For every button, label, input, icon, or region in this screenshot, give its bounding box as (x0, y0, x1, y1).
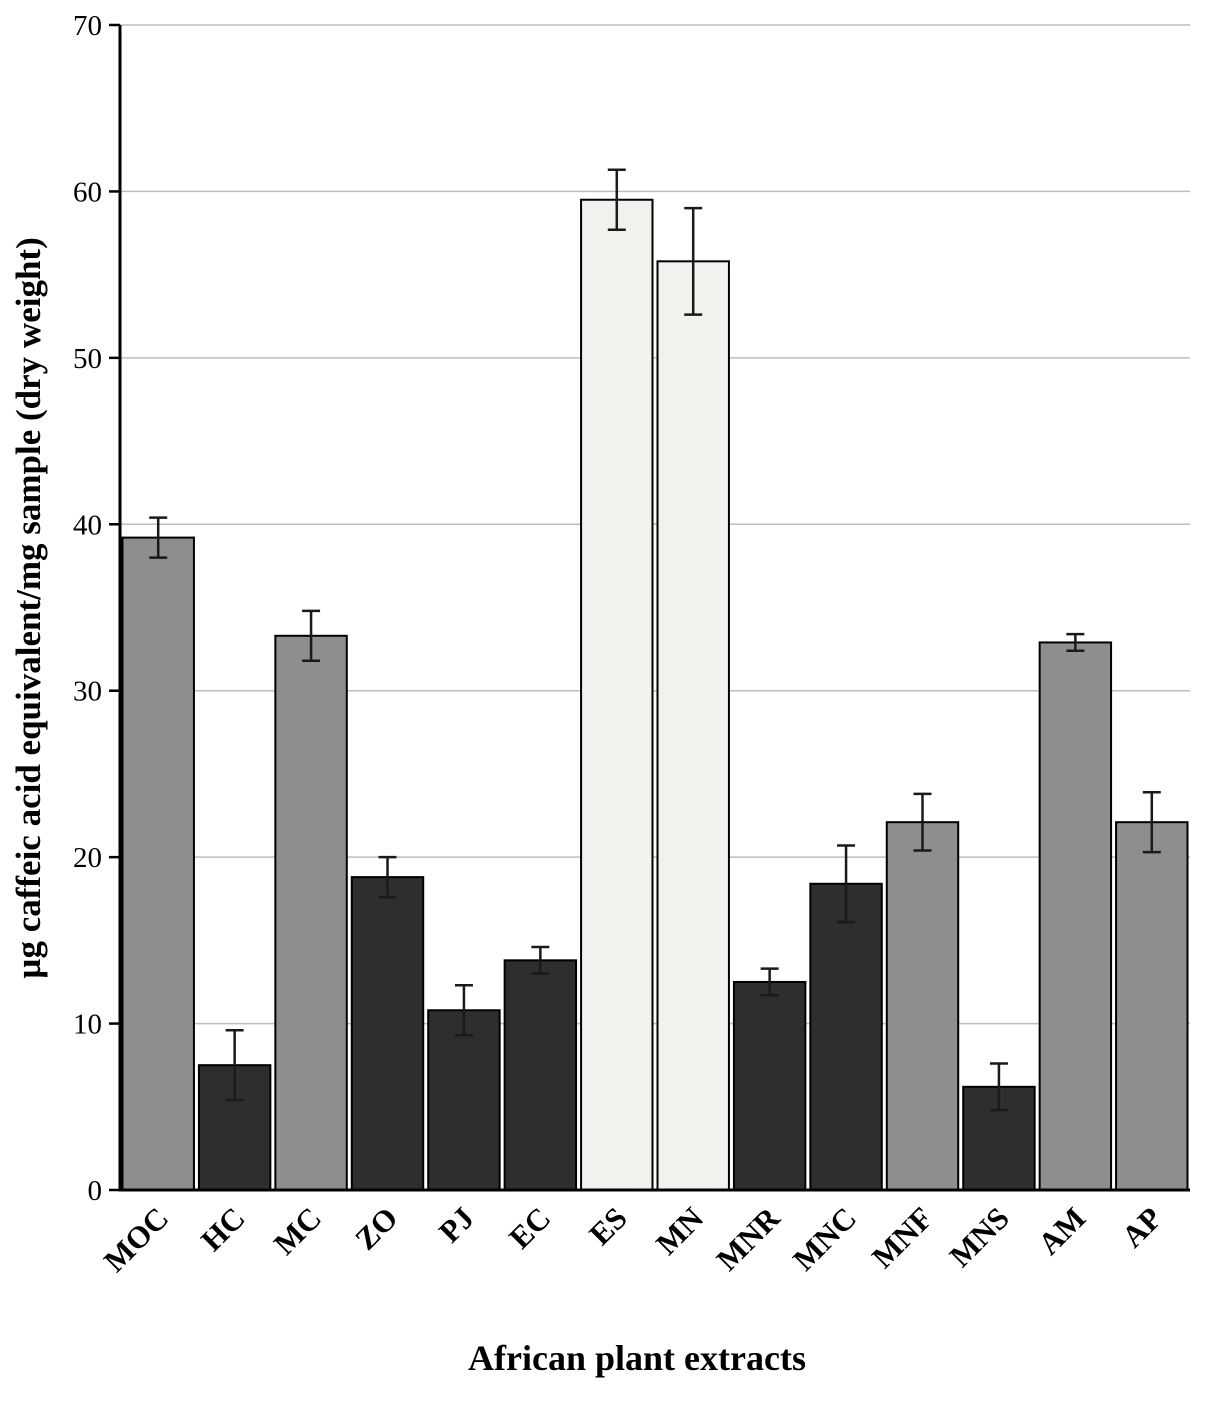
y-tick-label-50: 50 (73, 343, 102, 375)
x-tick-label-MNS: MNS (942, 1200, 1015, 1273)
y-tick-label-60: 60 (73, 176, 102, 208)
bar-ES (580, 198, 654, 1191)
error-bar-layer (149, 168, 1161, 1112)
y-axis-title: µg caffeic acid equivalent/mg sample (dr… (9, 237, 48, 978)
y-tick-label-40: 40 (73, 509, 102, 541)
bar-MNF (885, 821, 960, 1191)
bar-ZO (350, 876, 425, 1191)
y-tick-label-30: 30 (73, 676, 102, 708)
x-tick-label-EC: EC (502, 1200, 557, 1255)
x-tick-label-AM: AM (1031, 1200, 1092, 1261)
x-tick-label-AP: AP (1115, 1200, 1169, 1254)
bar-MC (274, 634, 348, 1191)
bar-MOC (121, 536, 195, 1191)
x-axis-title: African plant extracts (468, 1338, 806, 1378)
x-tick-label-MNF: MNF (865, 1200, 940, 1275)
x-tick-label-HC: HC (194, 1200, 252, 1258)
bar-MNC (809, 882, 883, 1191)
x-tick-label-ES: ES (582, 1200, 634, 1252)
x-tick-label-MNC: MNC (786, 1200, 863, 1277)
axis-layer (109, 23, 1190, 1192)
y-tick-label-20: 20 (73, 842, 102, 874)
y-tick-label-0: 0 (88, 1175, 103, 1207)
x-tick-label-MC: MC (267, 1200, 328, 1261)
x-tick-label-PJ: PJ (432, 1200, 481, 1249)
bar-AP (1115, 821, 1189, 1191)
bar-MN (656, 260, 730, 1192)
x-tick-label-MNR: MNR (709, 1200, 787, 1278)
x-tick-label-ZO: ZO (348, 1200, 404, 1256)
bar-EC (503, 959, 578, 1191)
x-tick-label-MN: MN (649, 1200, 710, 1261)
bar-PJ (427, 1009, 501, 1191)
bar-AM (1038, 641, 1113, 1191)
y-tick-label-10: 10 (73, 1009, 102, 1041)
y-tick-label-70: 70 (73, 10, 102, 42)
bar-MNR (732, 980, 807, 1192)
bar-layer (121, 198, 1189, 1192)
x-tick-label-MOC: MOC (97, 1200, 175, 1278)
